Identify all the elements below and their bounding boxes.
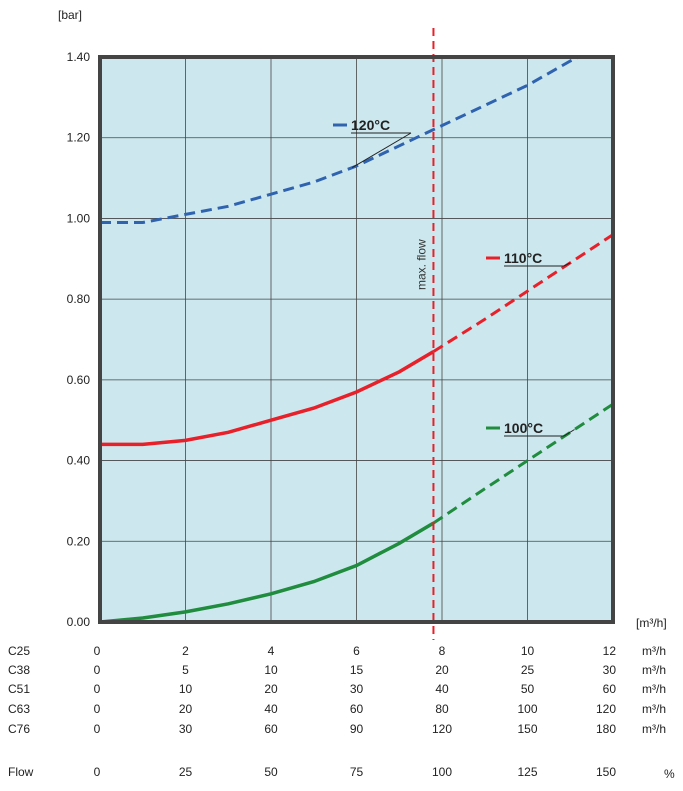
flow-table: C25 0 2 4 6 8 10 12 m³/h C38 0 5 10 15 20 25 30 m³/h C51 0 1… (8, 644, 675, 781)
row-label: C76 (8, 722, 30, 736)
series-label-110c: 110°C (486, 250, 571, 267)
row-value: 0 (94, 702, 101, 716)
row-value: 30 (603, 663, 617, 677)
row-value: 5 (182, 663, 189, 677)
table-row-C51: C51 0 10 20 30 40 50 60 m³/h (8, 682, 666, 696)
row-value: 40 (264, 702, 278, 716)
row-value: 80 (435, 702, 449, 716)
y-tick-label: 0.00 (67, 615, 91, 629)
table-row-C63: C63 0 20 40 60 80 100 120 m³/h (8, 702, 666, 716)
row-value: 50 (521, 682, 535, 696)
y-tick-label: 1.20 (67, 131, 91, 145)
y-tick-label: 0.60 (67, 373, 91, 387)
row-value: 20 (435, 663, 449, 677)
row-value: 10 (264, 663, 278, 677)
series-label-text: 120°C (351, 117, 390, 133)
curve-solid-100c (100, 521, 435, 622)
row-value: 2 (182, 644, 189, 658)
y-tick-label: 0.40 (67, 454, 91, 468)
curve-dashed-110c (432, 233, 613, 353)
series-leader-diag (351, 132, 412, 169)
x-axis-unit: [m³/h] (636, 616, 667, 630)
grid-lines (100, 57, 613, 622)
row-value: 8 (439, 644, 446, 658)
row-value: 60 (603, 682, 617, 696)
flow-value: 75 (350, 765, 364, 779)
table-row-C25: C25 0 2 4 6 8 10 12 m³/h (8, 644, 666, 658)
max-flow-label: max. flow (414, 239, 428, 290)
series-labels: 120°C 110°C 100°C (333, 117, 575, 437)
row-value: 90 (350, 722, 364, 736)
row-value: 120 (596, 702, 616, 716)
row-value: 0 (94, 682, 101, 696)
flow-value: 25 (179, 765, 193, 779)
row-value: 10 (521, 644, 535, 658)
series-label-text: 110°C (504, 250, 542, 266)
flow-unit: % (664, 767, 675, 781)
row-value: 60 (350, 702, 364, 716)
flow-value: 100 (432, 765, 452, 779)
y-axis-label: [bar] (58, 8, 82, 22)
row-unit: m³/h (642, 644, 666, 658)
row-value: 10 (179, 682, 193, 696)
curves (100, 57, 613, 622)
row-label: C63 (8, 702, 30, 716)
series-leader-diag (563, 429, 575, 437)
row-value: 4 (268, 644, 275, 658)
flow-value: 0 (94, 765, 101, 779)
series-label-100c: 100°C (486, 420, 575, 437)
row-unit: m³/h (642, 702, 666, 716)
row-value: 30 (350, 682, 364, 696)
series-label-text: 100°C (504, 420, 543, 436)
row-value: 20 (179, 702, 193, 716)
row-value: 12 (603, 644, 617, 658)
table-row-flow: Flow 0 25 50 75 100 125 150% (8, 765, 675, 781)
y-tick-label: 0.20 (67, 534, 91, 548)
row-value: 15 (350, 663, 364, 677)
row-value: 180 (596, 722, 616, 736)
curve-120c (100, 57, 583, 224)
y-tick-label: 0.80 (67, 292, 91, 306)
row-label: C25 (8, 644, 30, 658)
row-value: 40 (435, 682, 449, 696)
row-unit: m³/h (642, 663, 666, 677)
curve-solid-110c (100, 350, 435, 447)
row-value: 6 (353, 644, 360, 658)
y-tick-label: 1.00 (67, 211, 91, 225)
plot-frame (98, 55, 615, 624)
flow-value: 50 (264, 765, 278, 779)
row-value: 120 (432, 722, 452, 736)
row-value: 0 (94, 722, 101, 736)
row-label: C51 (8, 682, 30, 696)
row-value: 60 (264, 722, 278, 736)
curve-dashed-100c (432, 402, 613, 525)
series-leader-diag (563, 262, 571, 267)
y-tick-label: 1.40 (67, 50, 91, 64)
row-value: 100 (517, 702, 537, 716)
row-value: 25 (521, 663, 535, 677)
row-unit: m³/h (642, 682, 666, 696)
y-tick-labels: 0.00 0.20 0.40 0.60 0.80 1.00 1.20 1.40 (67, 50, 91, 629)
flow-value: 150 (596, 765, 616, 779)
row-value: 20 (264, 682, 278, 696)
row-unit: m³/h (642, 722, 666, 736)
series-label-120c: 120°C (333, 117, 412, 169)
flow-value: 125 (517, 765, 537, 779)
row-label: C38 (8, 663, 30, 677)
row-value: 0 (94, 663, 101, 677)
flow-label: Flow (8, 765, 34, 779)
table-row-C38: C38 0 5 10 15 20 25 30 m³/h (8, 663, 666, 677)
row-value: 0 (94, 644, 101, 658)
table-row-C76: C76 0 30 60 90 120 150 180 m³/h (8, 722, 666, 736)
row-value: 30 (179, 722, 193, 736)
row-value: 150 (517, 722, 537, 736)
